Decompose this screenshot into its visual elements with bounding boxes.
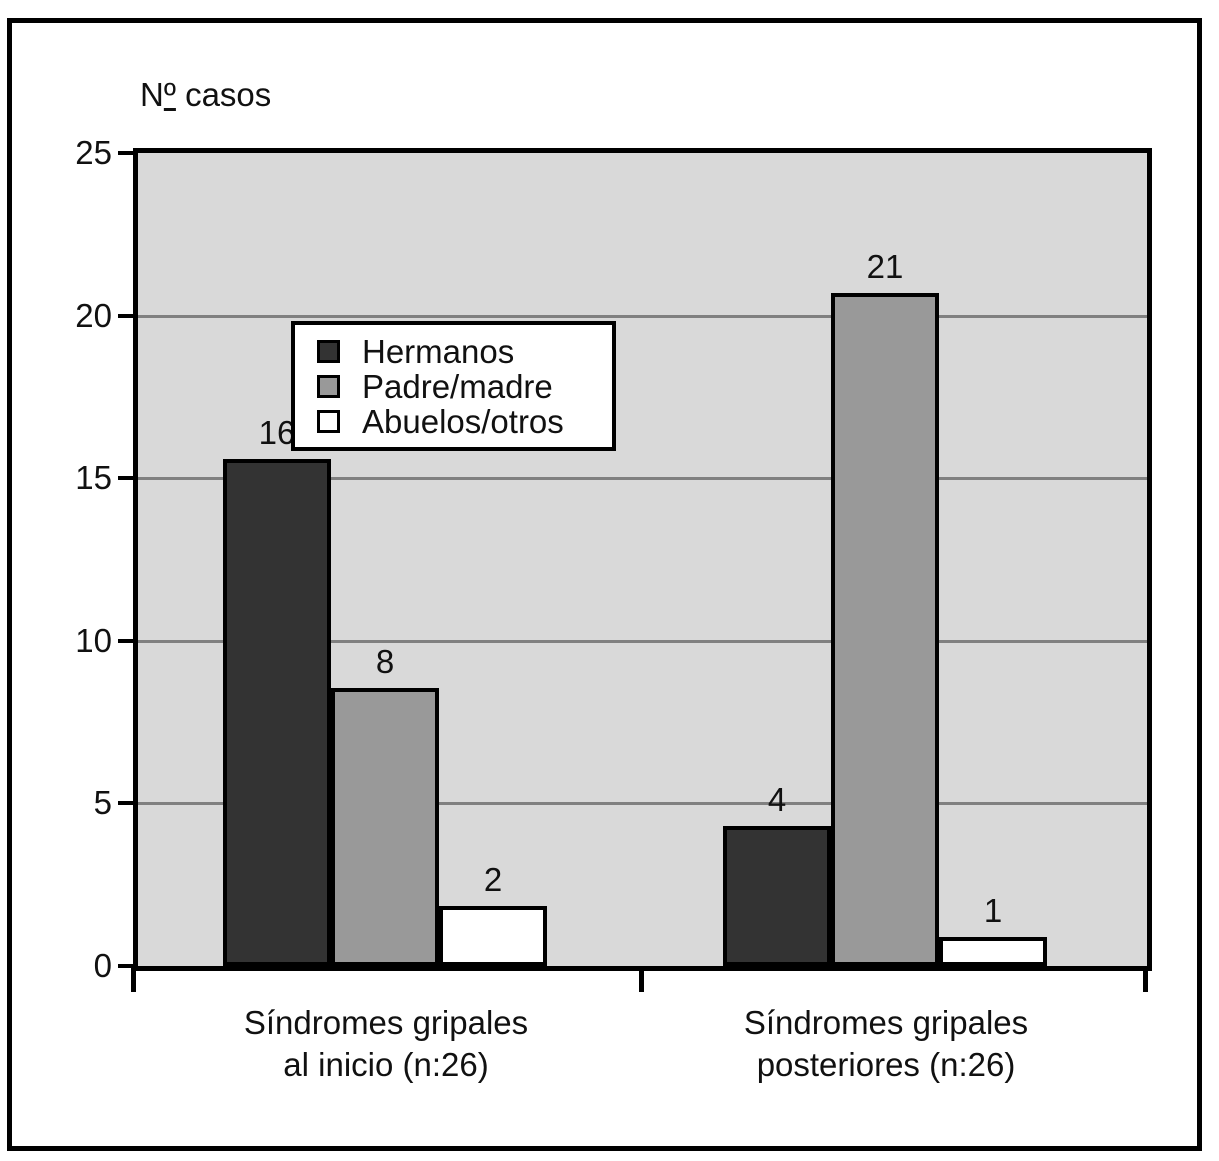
legend-swatch-icon [317, 409, 340, 433]
y-tick-label-5: 5 [93, 784, 112, 821]
figure-frame [7, 18, 1202, 1151]
x-axis-label-line: posteriores (n:26) [756, 1046, 1016, 1083]
x-axis-label-group2: Síndromes gripales posteriores (n:26) [626, 1002, 1146, 1086]
y-tick-label-10: 10 [75, 622, 112, 659]
x-axis-tick-1 [639, 966, 644, 992]
chart-title: Nº casos [140, 76, 271, 114]
chart-title-text: N [140, 76, 164, 113]
y-tick-label-15: 15 [75, 459, 112, 496]
bar-padre-madre-group2 [831, 293, 939, 966]
bar-value-label: 4 [767, 781, 787, 818]
bar-value-label: 1 [983, 892, 1003, 929]
y-tick-label-25: 25 [75, 134, 112, 171]
legend-item-abuelos-otros: Abuelos/otros [295, 404, 612, 439]
bar-value-label: 2 [483, 861, 503, 898]
gridline-15 [138, 477, 1147, 480]
gridline-10 [138, 640, 1147, 643]
bar-abuelos-otros-group1 [439, 906, 547, 966]
gridline-20 [138, 315, 1147, 318]
legend-swatch-icon [317, 374, 340, 398]
y-tick-15 [118, 476, 134, 480]
x-axis-label-line: Síndromes gripales [243, 1004, 529, 1041]
legend-item-hermanos: Hermanos [295, 334, 612, 369]
legend-swatch-icon [317, 339, 340, 363]
legend-item-padre-madre: Padre/madre [295, 369, 612, 404]
ordinal-indicator: º [163, 76, 176, 113]
legend-item-label: Hermanos [362, 332, 515, 370]
y-tick-10 [118, 639, 134, 643]
plot-area: 16 8 2 4 21 1 Hermanos Padre/madre Abuelos/otro… [133, 148, 1152, 971]
x-axis-label-line: Síndromes gripales [743, 1004, 1029, 1041]
y-tick-label-0: 0 [93, 947, 112, 984]
legend-item-label: Abuelos/otros [362, 402, 564, 440]
legend: Hermanos Padre/madre Abuelos/otros [291, 321, 616, 451]
bar-padre-madre-group1 [331, 688, 439, 966]
x-axis-tick-0 [131, 966, 136, 992]
y-tick-25 [118, 151, 134, 155]
y-tick-20 [118, 314, 134, 318]
x-axis-label-group1: Síndromes gripales al inicio (n:26) [126, 1002, 646, 1086]
x-axis-tick-2 [1143, 966, 1148, 992]
bar-value-label: 8 [375, 643, 395, 680]
x-axis-label-line: al inicio (n:26) [283, 1046, 489, 1083]
bar-value-label: 21 [866, 248, 904, 285]
legend-item-label: Padre/madre [362, 367, 553, 405]
y-tick-label-20: 20 [75, 297, 112, 334]
bar-hermanos-group1 [223, 459, 331, 966]
bar-value-label: 16 [258, 414, 296, 451]
y-tick-5 [118, 801, 134, 805]
bar-abuelos-otros-group2 [939, 937, 1047, 966]
bar-hermanos-group2 [723, 826, 831, 966]
gridline-5 [138, 802, 1147, 805]
y-tick-0 [118, 964, 134, 968]
chart-title-rest: casos [175, 76, 272, 113]
